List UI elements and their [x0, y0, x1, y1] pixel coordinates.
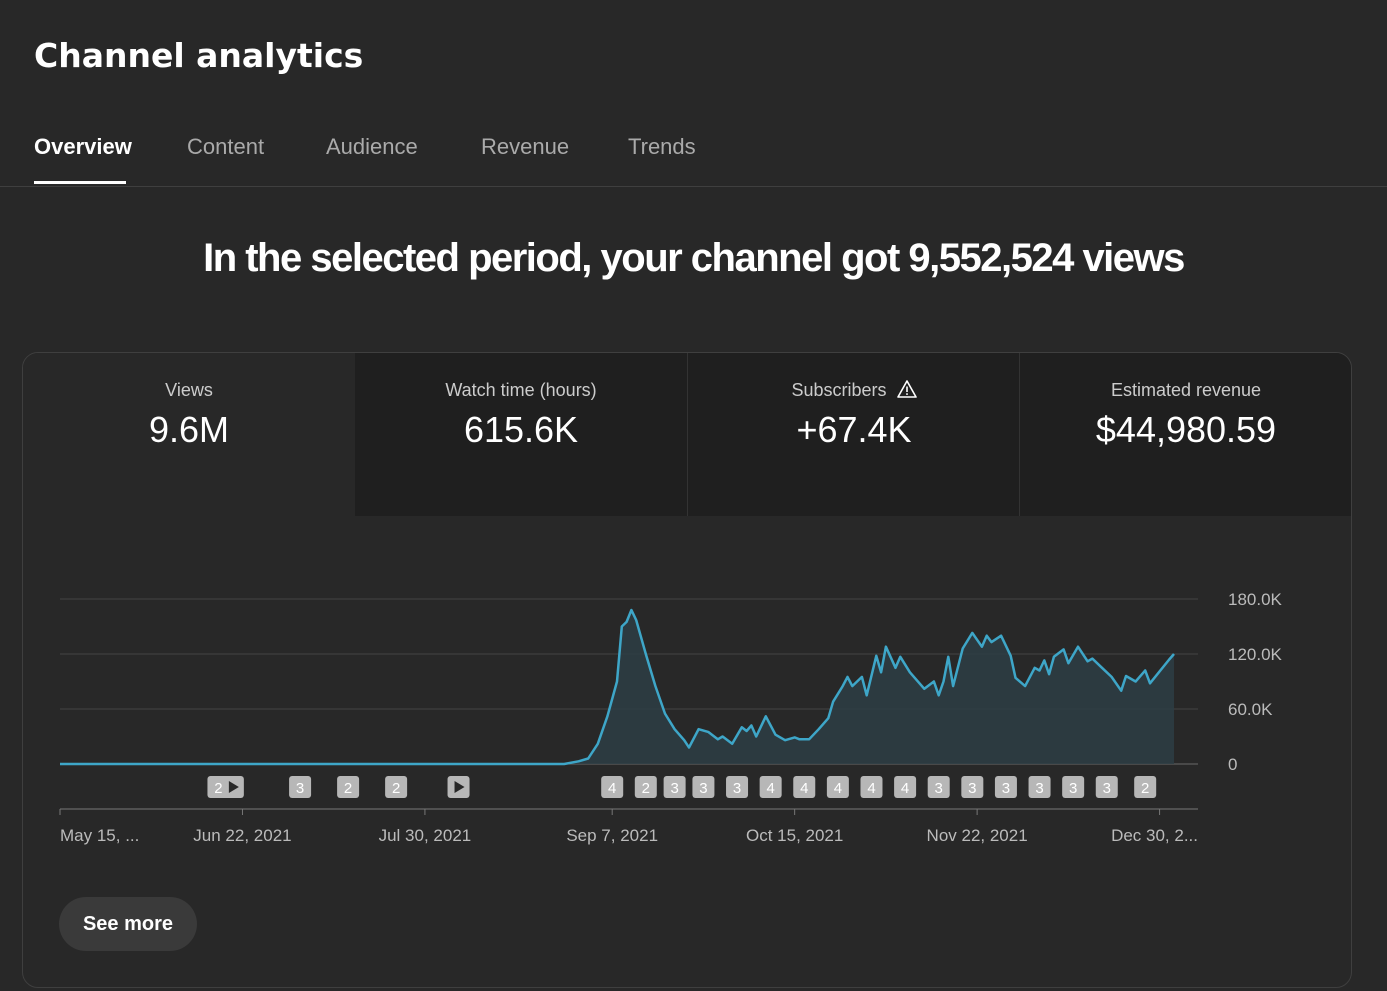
videos-published-count-marker[interactable]: 4 [759, 776, 782, 798]
videos-published-count-marker[interactable]: 3 [994, 776, 1017, 798]
metric-label: Watch time (hours) [445, 380, 597, 400]
tab-overview[interactable]: Overview [34, 134, 132, 159]
metric-value: $44,980.59 [1095, 409, 1277, 450]
marker-count: 2 [214, 780, 222, 797]
marker-count: 4 [901, 780, 909, 797]
metric-label: Views [165, 380, 213, 400]
chart-y-axis: 0 60.0K 120.0K 180.0K [1228, 590, 1283, 774]
metric-views[interactable]: Views 9.6M [23, 353, 355, 516]
marker-count: 2 [344, 780, 352, 797]
x-tick-label: Oct 15, 2021 [746, 826, 843, 845]
y-tick-label: 120.0K [1228, 645, 1283, 664]
marker-count: 4 [800, 780, 808, 797]
y-tick-label: 180.0K [1228, 590, 1283, 609]
metric-value: 615.6K [463, 409, 579, 450]
metric-label-row: Subscribers [688, 380, 1020, 403]
metric-tabs: Views 9.6M Watch time (hours) 615.6K Sub… [23, 353, 1351, 516]
tab-trends[interactable]: Trends [628, 134, 696, 159]
tab-content[interactable]: Content [187, 134, 265, 159]
marker-count: 4 [834, 780, 842, 797]
metric-watch-time[interactable]: Watch time (hours) 615.6K [355, 353, 687, 516]
marker-count: 3 [1069, 780, 1077, 797]
video-published-marker[interactable] [447, 776, 470, 798]
marker-count: 2 [392, 780, 400, 797]
analytics-tabs: Overview Content Audience Revenue Trends [0, 120, 1387, 187]
videos-published-count-marker[interactable]: 3 [692, 776, 715, 798]
videos-published-count-marker[interactable]: 4 [793, 776, 816, 798]
y-tick-label: 60.0K [1228, 700, 1273, 719]
videos-published-count-marker[interactable]: 4 [826, 776, 849, 798]
metric-label: Estimated revenue [1110, 380, 1262, 400]
marker-count: 4 [766, 780, 774, 797]
x-tick-label: Sep 7, 2021 [566, 826, 658, 845]
video-published-marker[interactable] [221, 776, 244, 798]
x-tick-label: Jun 22, 2021 [193, 826, 291, 845]
videos-published-count-marker[interactable]: 3 [663, 776, 686, 798]
videos-published-count-marker[interactable]: 3 [1062, 776, 1085, 798]
series-line [60, 608, 1175, 766]
videos-published-count-marker[interactable]: 3 [289, 776, 312, 798]
videos-published-count-marker[interactable]: 3 [1095, 776, 1118, 798]
videos-published-count-marker[interactable]: 4 [601, 776, 624, 798]
marker-count: 4 [608, 780, 616, 797]
overview-card: Views 9.6M Watch time (hours) 615.6K Sub… [22, 352, 1352, 988]
videos-published-count-marker[interactable]: 3 [726, 776, 749, 798]
play-icon [454, 781, 465, 793]
chart-x-axis: May 15, ... Jun 22, 2021 Jul 30, 2021 Sep 7… [59, 808, 1198, 845]
page-title: Channel analytics [34, 36, 364, 75]
videos-published-count-marker[interactable]: 3 [927, 776, 950, 798]
x-tick-label: Nov 22, 2021 [927, 826, 1028, 845]
tab-audience[interactable]: Audience [326, 134, 418, 159]
x-tick-label: Jul 30, 2021 [379, 826, 472, 845]
chart-annotations: 2 3 2 2 4 2 3 3 3 4 4 4 4 4 3 3 3 3 3 3 2 [207, 776, 1157, 798]
see-more-button[interactable]: See more [59, 897, 197, 951]
marker-count: 3 [968, 780, 976, 797]
metric-value: 9.6M [148, 409, 230, 450]
y-tick-label: 0 [1228, 755, 1237, 774]
videos-published-count-marker[interactable]: 2 [1134, 776, 1157, 798]
marker-count: 2 [642, 780, 650, 797]
marker-count: 3 [1035, 780, 1043, 797]
videos-published-count-marker[interactable]: 2 [634, 776, 657, 798]
videos-published-count-marker[interactable]: 3 [961, 776, 984, 798]
x-tick-label: May 15, ... [60, 826, 139, 845]
active-tab-indicator [34, 181, 126, 184]
warning-triangle-icon [896, 380, 917, 403]
videos-published-count-marker[interactable]: 4 [894, 776, 917, 798]
marker-count: 4 [867, 780, 875, 797]
metric-subscribers[interactable]: Subscribers +67.4K [687, 353, 1020, 516]
x-tick-label: Dec 30, 2... [1111, 826, 1198, 845]
videos-published-count-marker[interactable]: 4 [860, 776, 883, 798]
metric-label: Subscribers [791, 380, 887, 400]
marker-count: 3 [1002, 780, 1010, 797]
marker-count: 3 [1103, 780, 1111, 797]
marker-count: 3 [935, 780, 943, 797]
metric-estimated-revenue[interactable]: Estimated revenue $44,980.59 [1019, 353, 1351, 516]
marker-count: 2 [1141, 780, 1149, 797]
marker-count: 3 [670, 780, 678, 797]
tab-revenue[interactable]: Revenue [481, 134, 570, 159]
marker-count: 3 [296, 780, 304, 797]
play-icon [228, 781, 239, 793]
marker-count: 3 [733, 780, 741, 797]
views-line-chart[interactable]: 2 3 2 2 4 2 3 3 3 4 4 4 4 4 3 3 3 3 3 3 2 May 15, ... Jun 22,… [23, 516, 1351, 886]
chart-series [60, 608, 1175, 766]
views-summary-headline: In the selected period, your channel got… [203, 236, 1185, 280]
series-area [60, 610, 1174, 764]
videos-published-count-marker[interactable]: 3 [1028, 776, 1051, 798]
marker-count: 3 [699, 780, 707, 797]
metric-value: +67.4K [796, 409, 912, 450]
videos-published-count-marker[interactable]: 2 [337, 776, 360, 798]
videos-published-count-marker[interactable]: 2 [385, 776, 408, 798]
